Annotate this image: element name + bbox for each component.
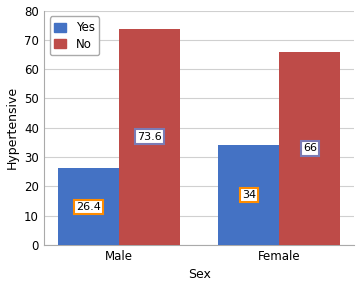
- Text: 26.4: 26.4: [76, 202, 101, 212]
- Bar: [58, 168, 119, 245]
- Legend: Yes, No: Yes, No: [50, 16, 99, 55]
- Bar: [279, 52, 340, 245]
- Text: 73.6: 73.6: [137, 131, 162, 141]
- Text: 34: 34: [242, 190, 256, 200]
- Text: 66: 66: [303, 143, 317, 153]
- Y-axis label: Hypertensive: Hypertensive: [5, 86, 19, 169]
- Bar: [119, 29, 180, 245]
- X-axis label: Sex: Sex: [188, 268, 211, 282]
- Bar: [219, 146, 279, 245]
